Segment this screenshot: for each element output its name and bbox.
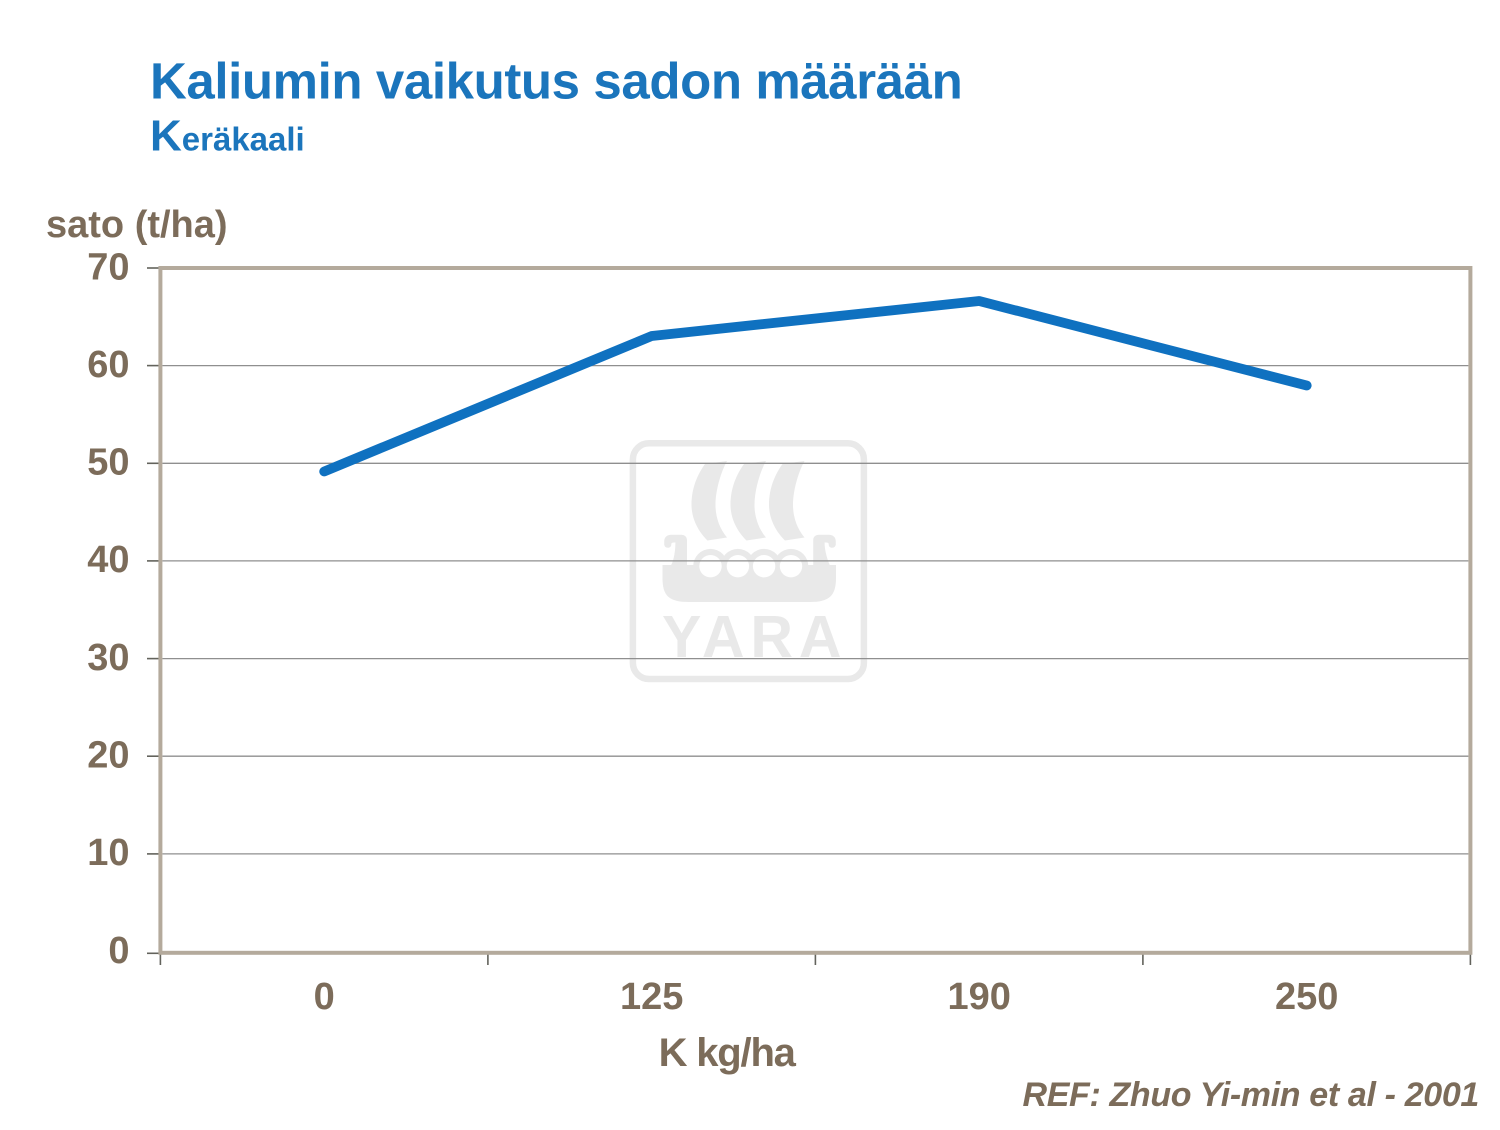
svg-text:30: 30: [87, 637, 129, 679]
svg-text:125: 125: [620, 976, 683, 1018]
svg-text:sato (t/ha): sato (t/ha): [46, 204, 228, 246]
svg-text:K kg/ha: K kg/ha: [659, 1031, 797, 1075]
svg-text:250: 250: [1275, 976, 1338, 1018]
svg-text:20: 20: [87, 735, 129, 777]
svg-text:50: 50: [87, 442, 129, 484]
svg-text:0: 0: [108, 930, 129, 972]
svg-text:YARA: YARA: [662, 604, 847, 670]
svg-text:Keräkaali: Keräkaali: [150, 112, 305, 161]
svg-text:10: 10: [87, 832, 129, 874]
svg-text:40: 40: [87, 539, 129, 581]
svg-text:Kaliumin vaikutus sadon määrää: Kaliumin vaikutus sadon määrään: [150, 53, 962, 110]
svg-text:190: 190: [947, 976, 1010, 1018]
svg-text:REF: Zhuo Yi-min et al - 2001: REF: Zhuo Yi-min et al - 2001: [1023, 1076, 1480, 1114]
svg-text:60: 60: [87, 344, 129, 386]
svg-text:0: 0: [314, 976, 335, 1018]
svg-text:70: 70: [87, 246, 129, 288]
